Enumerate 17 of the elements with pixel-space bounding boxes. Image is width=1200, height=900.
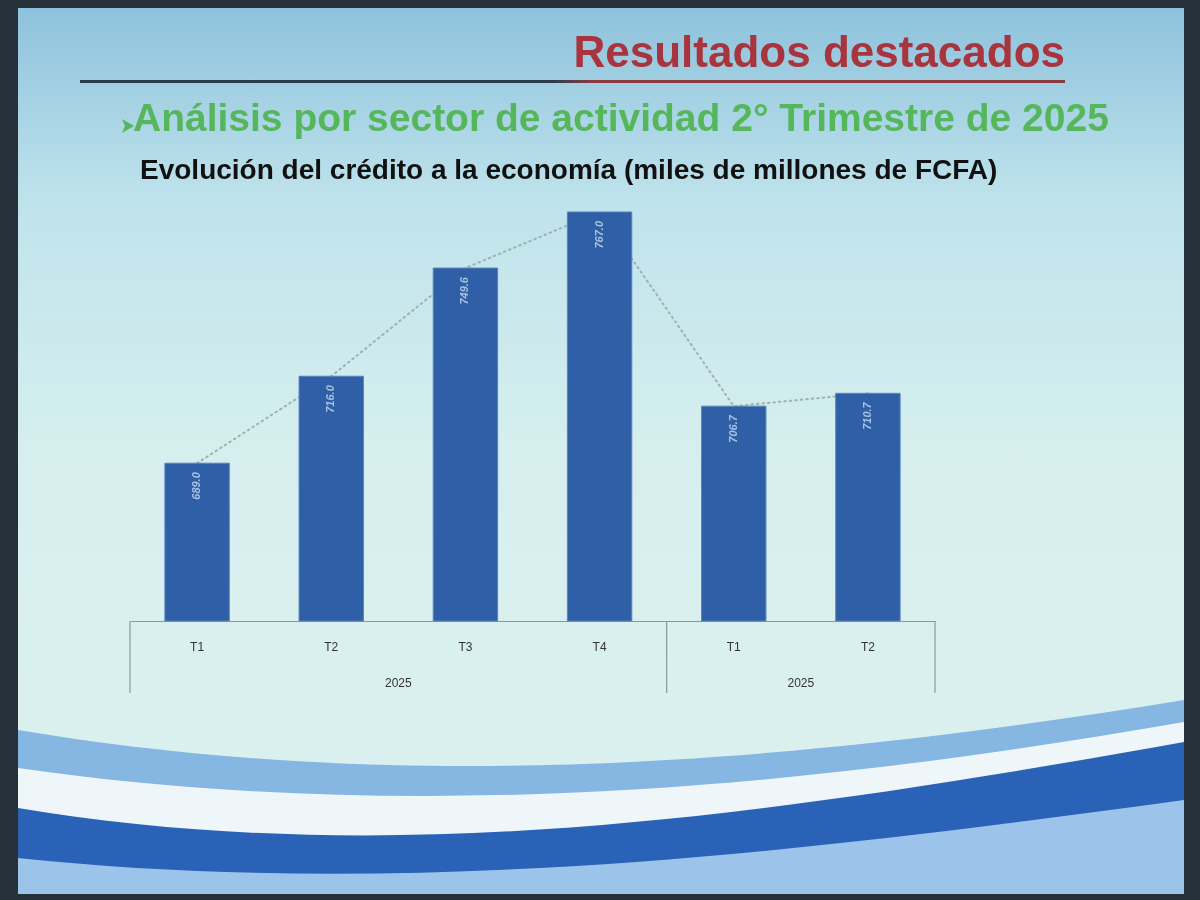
data-label: 689.0	[190, 471, 203, 500]
data-label: 716.0	[324, 384, 337, 413]
x-tick-label: T2	[860, 639, 876, 654]
text: Resultados destacados	[573, 27, 1065, 78]
text: 2025	[384, 676, 412, 690]
x-tick-label: T3	[458, 639, 473, 654]
chart-title: Evolución del crédito a la economía (miles de millones de FCFA)	[140, 154, 998, 185]
text: 2025	[787, 676, 815, 690]
data-label: 749.6	[458, 276, 471, 305]
x-tick-label: T4	[592, 639, 607, 654]
data-label: 767.0	[592, 220, 605, 249]
data-label: 706.7	[726, 414, 739, 443]
x-tick-label: T1	[190, 639, 205, 654]
chart-subtitle: Análisis por sector de actividad 2° Trimestre de 2025	[133, 95, 1109, 141]
x-tick-label: T1	[726, 639, 742, 654]
x-tick-label: T2	[324, 639, 339, 654]
data-label: 710.7	[860, 401, 873, 430]
